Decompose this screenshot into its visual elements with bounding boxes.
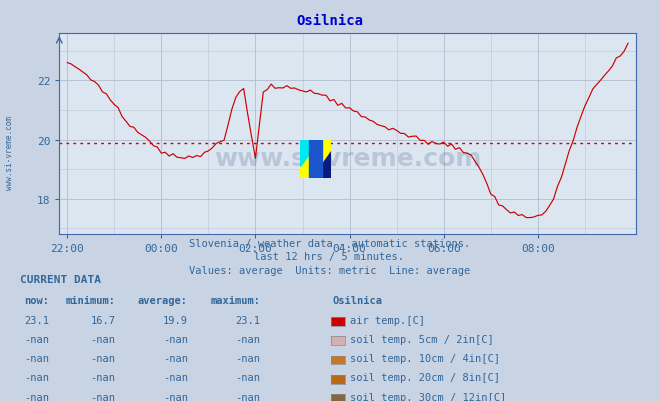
Text: -nan: -nan bbox=[235, 373, 260, 383]
Polygon shape bbox=[312, 152, 331, 178]
Text: air temp.[C]: air temp.[C] bbox=[350, 315, 425, 325]
Text: -nan: -nan bbox=[90, 334, 115, 344]
Text: Slovenia / weather data - automatic stations.: Slovenia / weather data - automatic stat… bbox=[189, 239, 470, 249]
Text: maximum:: maximum: bbox=[210, 296, 260, 306]
Text: minimum:: minimum: bbox=[65, 296, 115, 306]
Text: 19.9: 19.9 bbox=[163, 315, 188, 325]
Text: -nan: -nan bbox=[235, 353, 260, 363]
Text: -nan: -nan bbox=[235, 334, 260, 344]
Text: last 12 hrs / 5 minutes.: last 12 hrs / 5 minutes. bbox=[254, 252, 405, 262]
Text: Values: average  Units: metric  Line: average: Values: average Units: metric Line: aver… bbox=[189, 265, 470, 275]
Polygon shape bbox=[300, 140, 319, 167]
Text: Osilnica: Osilnica bbox=[333, 296, 383, 306]
Text: soil temp. 20cm / 8in[C]: soil temp. 20cm / 8in[C] bbox=[350, 373, 500, 383]
Text: www.si-vreme.com: www.si-vreme.com bbox=[5, 115, 14, 189]
Text: -nan: -nan bbox=[235, 392, 260, 401]
Text: -nan: -nan bbox=[163, 353, 188, 363]
Text: soil temp. 30cm / 12in[C]: soil temp. 30cm / 12in[C] bbox=[350, 392, 506, 401]
Text: -nan: -nan bbox=[90, 392, 115, 401]
Text: 23.1: 23.1 bbox=[24, 315, 49, 325]
Text: -nan: -nan bbox=[24, 392, 49, 401]
Text: average:: average: bbox=[138, 296, 188, 306]
Text: Osilnica: Osilnica bbox=[296, 14, 363, 28]
Text: -nan: -nan bbox=[24, 373, 49, 383]
Text: -nan: -nan bbox=[163, 373, 188, 383]
Text: CURRENT DATA: CURRENT DATA bbox=[20, 275, 101, 285]
Text: www.si-vreme.com: www.si-vreme.com bbox=[214, 146, 481, 170]
Text: -nan: -nan bbox=[163, 392, 188, 401]
Text: now:: now: bbox=[24, 296, 49, 306]
Text: soil temp. 5cm / 2in[C]: soil temp. 5cm / 2in[C] bbox=[350, 334, 494, 344]
Text: -nan: -nan bbox=[90, 373, 115, 383]
Text: soil temp. 10cm / 4in[C]: soil temp. 10cm / 4in[C] bbox=[350, 353, 500, 363]
Text: -nan: -nan bbox=[90, 353, 115, 363]
Text: -nan: -nan bbox=[24, 353, 49, 363]
Polygon shape bbox=[309, 140, 322, 178]
Text: -nan: -nan bbox=[24, 334, 49, 344]
Text: 16.7: 16.7 bbox=[90, 315, 115, 325]
Text: 23.1: 23.1 bbox=[235, 315, 260, 325]
Text: -nan: -nan bbox=[163, 334, 188, 344]
